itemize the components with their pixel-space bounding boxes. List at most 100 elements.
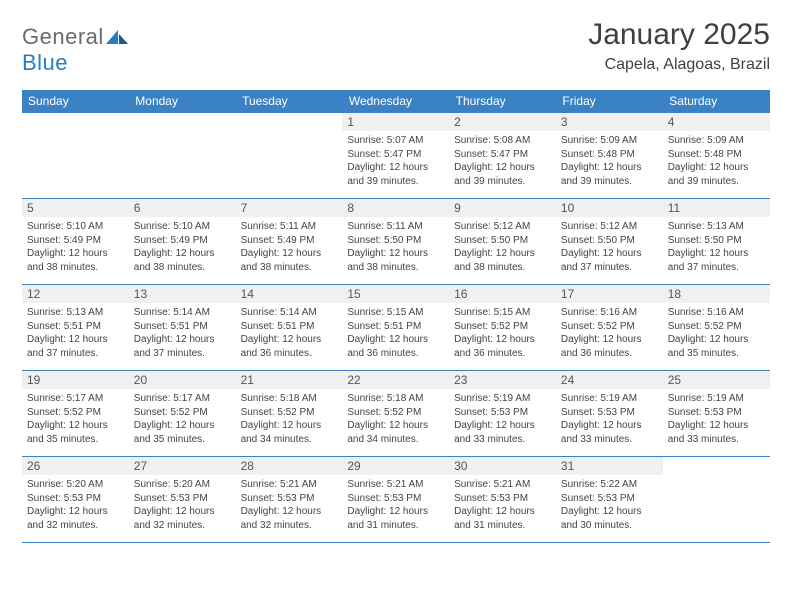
calendar-cell: 24Sunrise: 5:19 AMSunset: 5:53 PMDayligh… (556, 371, 663, 457)
day-details: Sunrise: 5:14 AMSunset: 5:51 PMDaylight:… (236, 303, 343, 365)
day-details: Sunrise: 5:10 AMSunset: 5:49 PMDaylight:… (22, 217, 129, 279)
daylight-line: Daylight: 12 hours and 37 minutes. (134, 333, 231, 360)
daylight-line: Daylight: 12 hours and 33 minutes. (668, 419, 765, 446)
sunrise-line: Sunrise: 5:07 AM (347, 134, 444, 148)
day-details: Sunrise: 5:22 AMSunset: 5:53 PMDaylight:… (556, 475, 663, 537)
sunset-line: Sunset: 5:52 PM (454, 320, 551, 334)
day-number: 1 (342, 113, 449, 131)
logo: GeneralBlue (22, 24, 128, 76)
sunset-line: Sunset: 5:52 PM (561, 320, 658, 334)
weekday-header: Wednesday (342, 90, 449, 113)
day-number: 18 (663, 285, 770, 303)
sunset-line: Sunset: 5:49 PM (27, 234, 124, 248)
day-number: 28 (236, 457, 343, 475)
calendar-cell: 15Sunrise: 5:15 AMSunset: 5:51 PMDayligh… (342, 285, 449, 371)
sunrise-line: Sunrise: 5:20 AM (134, 478, 231, 492)
sunset-line: Sunset: 5:51 PM (347, 320, 444, 334)
calendar-cell: 9Sunrise: 5:12 AMSunset: 5:50 PMDaylight… (449, 199, 556, 285)
calendar-row: 1Sunrise: 5:07 AMSunset: 5:47 PMDaylight… (22, 113, 770, 199)
day-details: Sunrise: 5:07 AMSunset: 5:47 PMDaylight:… (342, 131, 449, 193)
calendar-cell: 12Sunrise: 5:13 AMSunset: 5:51 PMDayligh… (22, 285, 129, 371)
sunrise-line: Sunrise: 5:17 AM (27, 392, 124, 406)
sunset-line: Sunset: 5:47 PM (347, 148, 444, 162)
calendar-cell: 17Sunrise: 5:16 AMSunset: 5:52 PMDayligh… (556, 285, 663, 371)
day-number: 21 (236, 371, 343, 389)
sunrise-line: Sunrise: 5:11 AM (347, 220, 444, 234)
day-details: Sunrise: 5:21 AMSunset: 5:53 PMDaylight:… (236, 475, 343, 537)
sunrise-line: Sunrise: 5:21 AM (241, 478, 338, 492)
daylight-line: Daylight: 12 hours and 33 minutes. (561, 419, 658, 446)
sunset-line: Sunset: 5:52 PM (241, 406, 338, 420)
sunrise-line: Sunrise: 5:14 AM (134, 306, 231, 320)
sunrise-line: Sunrise: 5:19 AM (454, 392, 551, 406)
day-details: Sunrise: 5:19 AMSunset: 5:53 PMDaylight:… (663, 389, 770, 451)
daylight-line: Daylight: 12 hours and 39 minutes. (668, 161, 765, 188)
calendar-cell (22, 113, 129, 199)
sunset-line: Sunset: 5:53 PM (134, 492, 231, 506)
sunset-line: Sunset: 5:47 PM (454, 148, 551, 162)
logo-sail-icon (106, 24, 128, 49)
day-details: Sunrise: 5:16 AMSunset: 5:52 PMDaylight:… (556, 303, 663, 365)
day-number: 8 (342, 199, 449, 217)
sunset-line: Sunset: 5:50 PM (668, 234, 765, 248)
daylight-line: Daylight: 12 hours and 31 minutes. (454, 505, 551, 532)
daylight-line: Daylight: 12 hours and 38 minutes. (454, 247, 551, 274)
daylight-line: Daylight: 12 hours and 34 minutes. (347, 419, 444, 446)
day-number: 22 (342, 371, 449, 389)
calendar-cell: 20Sunrise: 5:17 AMSunset: 5:52 PMDayligh… (129, 371, 236, 457)
calendar-cell: 13Sunrise: 5:14 AMSunset: 5:51 PMDayligh… (129, 285, 236, 371)
sunrise-line: Sunrise: 5:20 AM (27, 478, 124, 492)
calendar-cell: 3Sunrise: 5:09 AMSunset: 5:48 PMDaylight… (556, 113, 663, 199)
day-details: Sunrise: 5:19 AMSunset: 5:53 PMDaylight:… (449, 389, 556, 451)
daylight-line: Daylight: 12 hours and 34 minutes. (241, 419, 338, 446)
day-number: 20 (129, 371, 236, 389)
sunrise-line: Sunrise: 5:13 AM (27, 306, 124, 320)
day-number: 14 (236, 285, 343, 303)
calendar-cell: 28Sunrise: 5:21 AMSunset: 5:53 PMDayligh… (236, 457, 343, 543)
sunset-line: Sunset: 5:49 PM (241, 234, 338, 248)
sunset-line: Sunset: 5:52 PM (668, 320, 765, 334)
daylight-line: Daylight: 12 hours and 39 minutes. (454, 161, 551, 188)
day-details: Sunrise: 5:20 AMSunset: 5:53 PMDaylight:… (22, 475, 129, 537)
daylight-line: Daylight: 12 hours and 38 minutes. (241, 247, 338, 274)
daylight-line: Daylight: 12 hours and 38 minutes. (27, 247, 124, 274)
sunrise-line: Sunrise: 5:13 AM (668, 220, 765, 234)
daylight-line: Daylight: 12 hours and 35 minutes. (668, 333, 765, 360)
day-number: 27 (129, 457, 236, 475)
day-number: 5 (22, 199, 129, 217)
sunset-line: Sunset: 5:48 PM (561, 148, 658, 162)
day-number: 4 (663, 113, 770, 131)
sunrise-line: Sunrise: 5:18 AM (241, 392, 338, 406)
calendar-cell: 18Sunrise: 5:16 AMSunset: 5:52 PMDayligh… (663, 285, 770, 371)
daylight-line: Daylight: 12 hours and 37 minutes. (27, 333, 124, 360)
sunset-line: Sunset: 5:51 PM (134, 320, 231, 334)
sunset-line: Sunset: 5:51 PM (27, 320, 124, 334)
calendar-cell: 30Sunrise: 5:21 AMSunset: 5:53 PMDayligh… (449, 457, 556, 543)
day-number: 9 (449, 199, 556, 217)
sunrise-line: Sunrise: 5:19 AM (668, 392, 765, 406)
sunrise-line: Sunrise: 5:21 AM (454, 478, 551, 492)
daylight-line: Daylight: 12 hours and 30 minutes. (561, 505, 658, 532)
sunrise-line: Sunrise: 5:22 AM (561, 478, 658, 492)
calendar-row: 19Sunrise: 5:17 AMSunset: 5:52 PMDayligh… (22, 371, 770, 457)
sunset-line: Sunset: 5:53 PM (27, 492, 124, 506)
calendar-cell: 11Sunrise: 5:13 AMSunset: 5:50 PMDayligh… (663, 199, 770, 285)
sunset-line: Sunset: 5:53 PM (668, 406, 765, 420)
day-details: Sunrise: 5:11 AMSunset: 5:50 PMDaylight:… (342, 217, 449, 279)
sunrise-line: Sunrise: 5:12 AM (454, 220, 551, 234)
sunrise-line: Sunrise: 5:10 AM (134, 220, 231, 234)
day-number: 11 (663, 199, 770, 217)
calendar-cell: 2Sunrise: 5:08 AMSunset: 5:47 PMDaylight… (449, 113, 556, 199)
title-block: January 2025 Capela, Alagoas, Brazil (588, 18, 770, 74)
sunrise-line: Sunrise: 5:08 AM (454, 134, 551, 148)
sunset-line: Sunset: 5:49 PM (134, 234, 231, 248)
sunrise-line: Sunrise: 5:14 AM (241, 306, 338, 320)
day-number: 29 (342, 457, 449, 475)
sunrise-line: Sunrise: 5:09 AM (561, 134, 658, 148)
day-number: 10 (556, 199, 663, 217)
calendar-cell: 27Sunrise: 5:20 AMSunset: 5:53 PMDayligh… (129, 457, 236, 543)
day-number: 31 (556, 457, 663, 475)
day-details: Sunrise: 5:15 AMSunset: 5:52 PMDaylight:… (449, 303, 556, 365)
calendar-cell (663, 457, 770, 543)
calendar-cell: 5Sunrise: 5:10 AMSunset: 5:49 PMDaylight… (22, 199, 129, 285)
